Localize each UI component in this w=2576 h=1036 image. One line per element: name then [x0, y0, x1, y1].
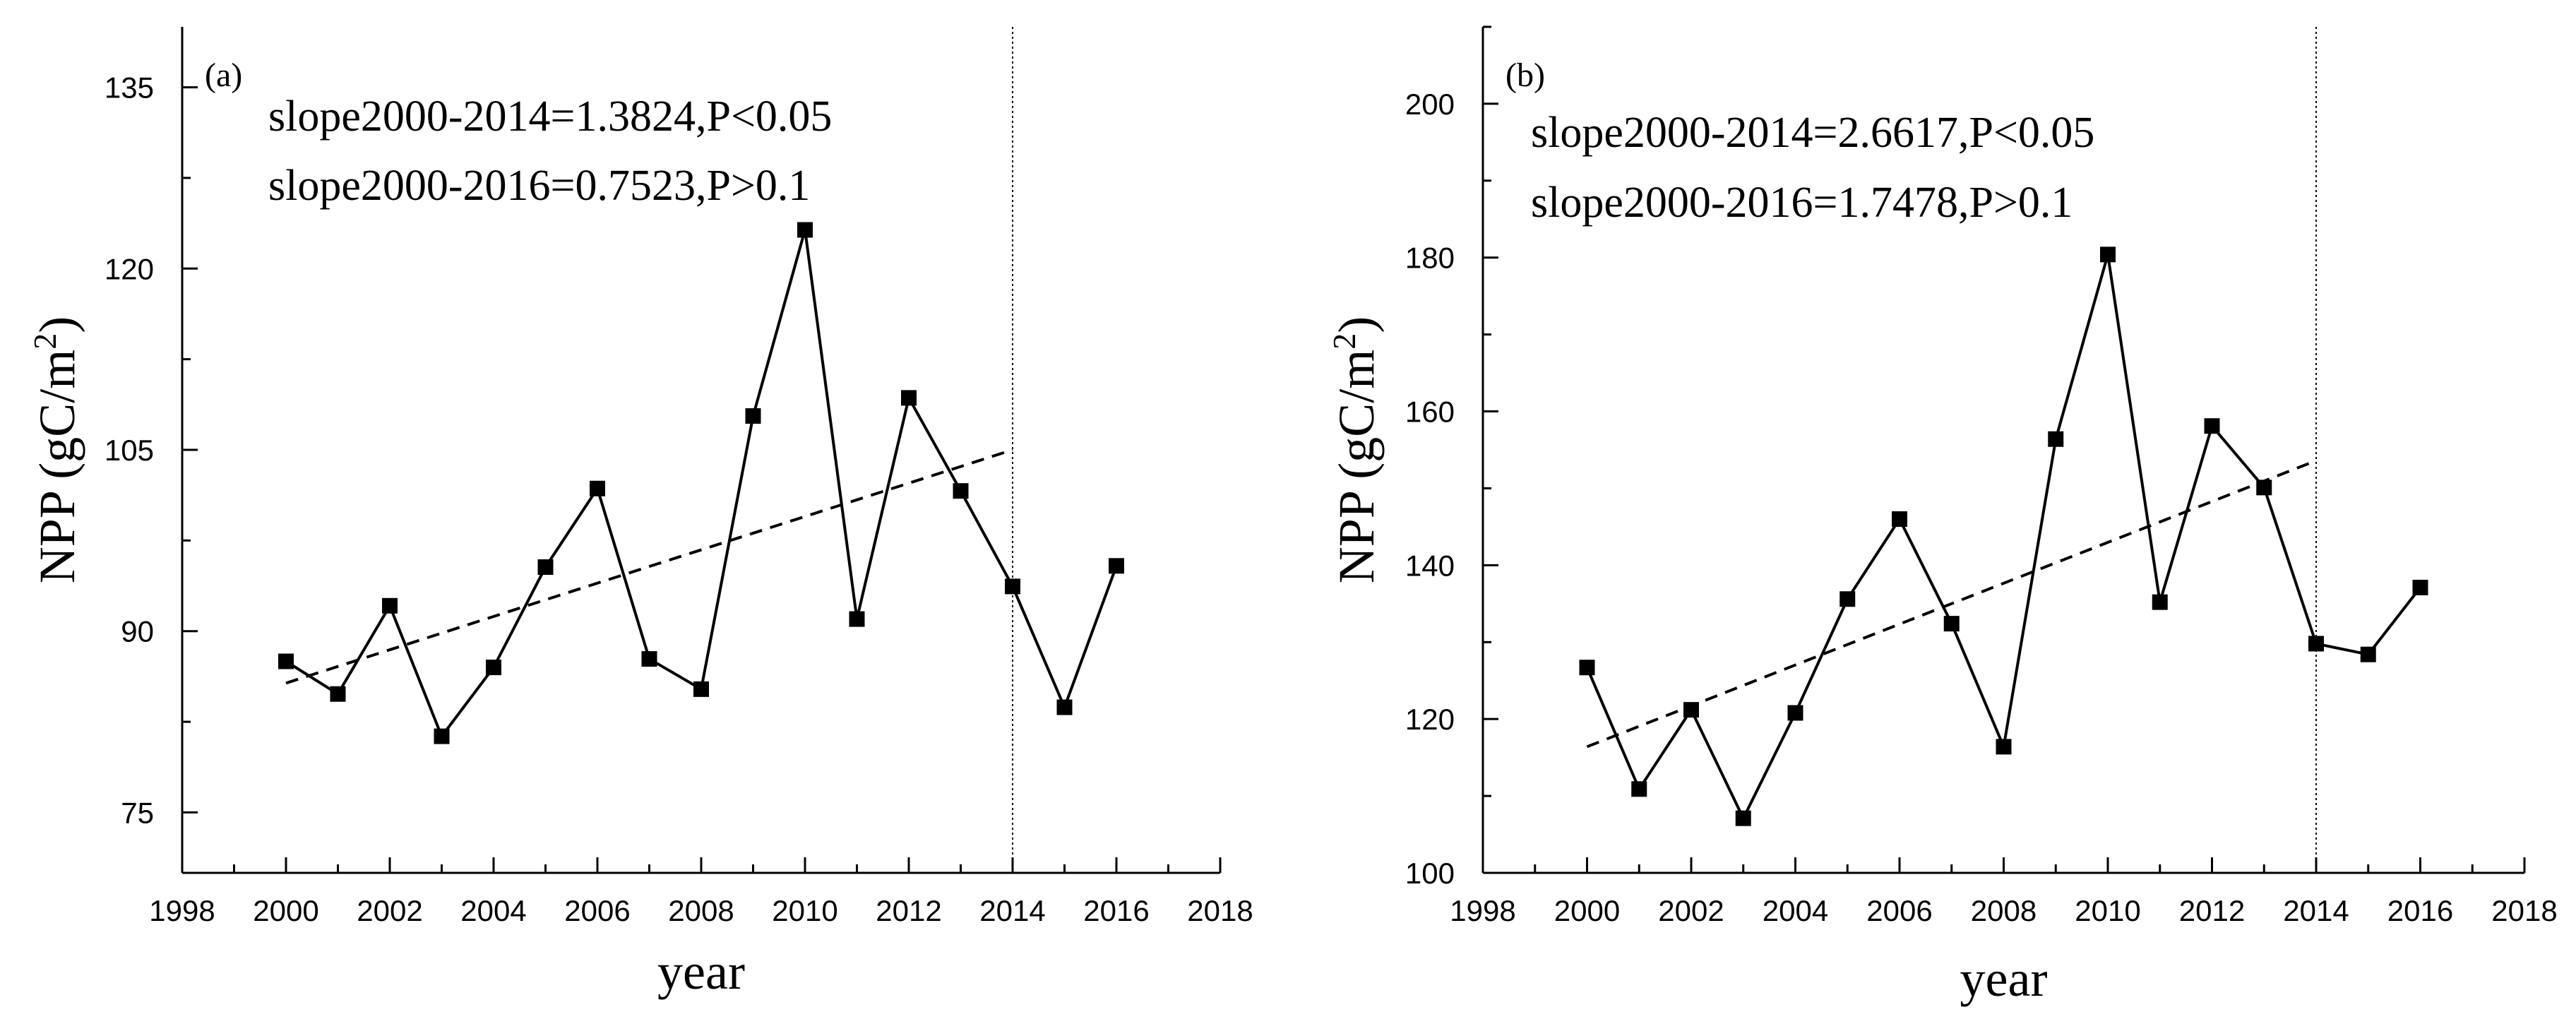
- x-tick-label: 2006: [1866, 894, 1932, 927]
- data-point-2003: [1735, 810, 1751, 826]
- data-point-2014: [2308, 636, 2324, 652]
- x-tick-label: 2018: [1187, 894, 1253, 927]
- y-axis-title-close: ): [1328, 316, 1385, 333]
- data-point-2009: [745, 408, 761, 424]
- x-tick-label: 1998: [149, 894, 215, 927]
- x-axis-title: year: [657, 943, 745, 1000]
- data-point-2001: [330, 686, 346, 702]
- x-tick-label: 2010: [772, 894, 837, 927]
- slope-annotation-2: slope2000-2016=1.7478,P>0.1: [1531, 179, 2073, 227]
- data-point-2013: [953, 483, 969, 499]
- data-point-2012: [2204, 418, 2220, 434]
- data-point-2011: [849, 611, 865, 627]
- x-tick-label: 2004: [460, 894, 526, 927]
- data-point-2008: [693, 681, 709, 697]
- y-tick-label: 75: [121, 796, 154, 829]
- x-tick-label: 1998: [1450, 894, 1515, 927]
- y-axis-title-text: NPP (gC/m: [29, 350, 85, 583]
- data-point-2007: [1943, 616, 1960, 632]
- series-line-npp: [1585, 254, 2422, 822]
- data-point-2016: [1109, 558, 1124, 574]
- y-tick-label: 180: [1405, 242, 1455, 275]
- y-tick-label: 105: [105, 434, 154, 467]
- y-axis-title-text: NPP (gC/m: [1328, 350, 1385, 583]
- data-point-2007: [641, 651, 657, 667]
- trend-line: [285, 448, 1013, 685]
- trend-line: [1586, 459, 2317, 749]
- data-point-2006: [1892, 511, 1907, 528]
- y-tick-label: 160: [1405, 395, 1455, 429]
- data-point-2005: [537, 559, 554, 576]
- y-tick-label: 135: [105, 71, 154, 105]
- data-point-2002: [382, 597, 398, 614]
- x-tick-label: 2018: [2491, 894, 2557, 927]
- data-point-2002: [1683, 702, 1699, 718]
- data-point-2000: [1579, 660, 1595, 676]
- data-point-2006: [590, 480, 605, 496]
- x-tick-label: 2008: [668, 894, 734, 927]
- x-tick-label: 2016: [2387, 894, 2453, 927]
- data-point-2014: [1005, 578, 1020, 595]
- series-line-npp: [285, 229, 1118, 739]
- y-tick-label: 120: [105, 252, 154, 285]
- data-point-2010: [797, 222, 813, 238]
- x-tick-label: 2012: [2179, 894, 2245, 927]
- x-tick-label: 2012: [876, 894, 941, 927]
- data-point-2009: [2048, 431, 2064, 447]
- x-tick-label: 2008: [1971, 894, 2037, 927]
- data-point-2005: [1839, 591, 1856, 607]
- x-tick-label: 2000: [253, 894, 318, 927]
- y-tick-label: 140: [1405, 549, 1455, 582]
- data-point-2004: [486, 660, 501, 676]
- panel-label: (b): [1505, 56, 1545, 94]
- y-axis-title-superscript: 2: [27, 333, 63, 350]
- data-point-2003: [434, 728, 450, 744]
- x-tick-label: 2006: [564, 894, 630, 927]
- data-point-2015: [1056, 699, 1073, 715]
- y-axis-title-close: ): [29, 316, 85, 333]
- y-tick-label: 120: [1405, 703, 1455, 736]
- data-point-2004: [1787, 705, 1803, 721]
- slope-annotation-1: slope2000-2014=2.6617,P<0.05: [1531, 109, 2094, 157]
- chart-panel-a: 1998 2000 2002 2004 2006 2008 2010 2012 2014 2016…: [27, 27, 1253, 1000]
- slope-annotation-1: slope2000-2014=1.3824,P<0.05: [268, 93, 832, 141]
- data-point-2008: [1996, 739, 2012, 755]
- slope-annotation-2: slope2000-2016=0.7523,P>0.1: [268, 162, 810, 210]
- y-tick-label: 200: [1405, 88, 1455, 121]
- x-tick-label: 2002: [1658, 894, 1724, 927]
- y-axis-title: NPP (gC/m2): [1326, 316, 1385, 583]
- y-axis-title-superscript: 2: [1326, 333, 1362, 350]
- data-point-2012: [901, 390, 917, 406]
- x-tick-label: 2014: [979, 894, 1045, 927]
- data-point-2000: [278, 653, 294, 669]
- x-tick-label: 2016: [1083, 894, 1149, 927]
- x-tick-label: 2014: [2283, 894, 2349, 927]
- y-tick-label: 100: [1405, 857, 1455, 890]
- x-tick-label: 2000: [1554, 894, 1620, 927]
- x-tick-label: 2004: [1763, 894, 1828, 927]
- x-axis-title: year: [1960, 951, 2048, 1007]
- data-point-2010: [2100, 246, 2116, 263]
- data-point-2015: [2360, 646, 2376, 662]
- data-point-2016: [2412, 579, 2428, 595]
- y-tick-label: 90: [121, 615, 154, 648]
- y-axis-title: NPP (gC/m2): [27, 316, 85, 583]
- data-point-2013: [2256, 480, 2272, 496]
- chart-panel-b: 1998 2000 2002 2004 2006 2008 2010 2012 2014 2016…: [1326, 25, 2558, 1007]
- x-tick-label: 2002: [357, 894, 422, 927]
- panel-label: (a): [205, 56, 242, 94]
- x-tick-label: 2010: [2075, 894, 2140, 927]
- data-point-2011: [2152, 594, 2168, 610]
- data-point-2001: [1631, 781, 1647, 797]
